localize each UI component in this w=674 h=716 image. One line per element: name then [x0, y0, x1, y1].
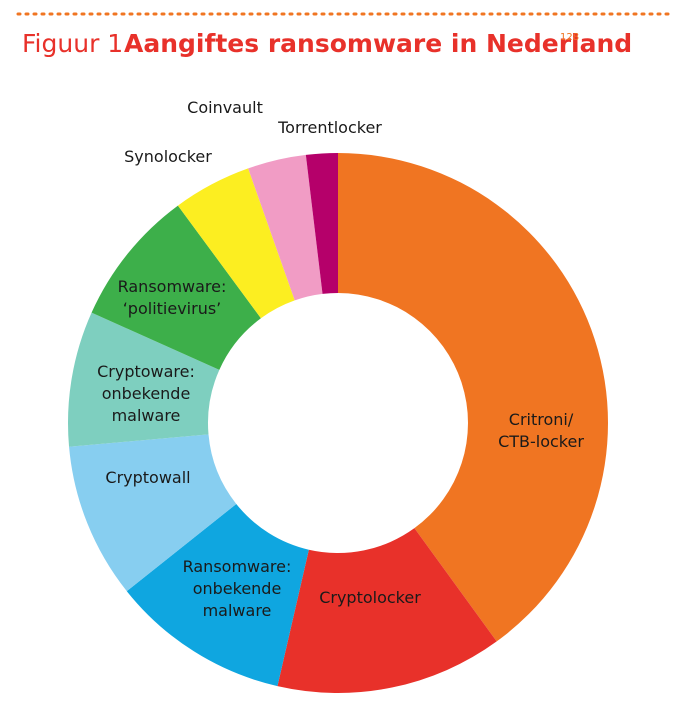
slice-label: Cryptowall — [105, 468, 190, 487]
slice — [277, 528, 497, 693]
slice — [91, 205, 261, 370]
slice — [126, 503, 309, 687]
slice-label: Coinvault — [187, 98, 263, 117]
title-prefix: Figuur 1 — [22, 29, 123, 58]
slice-label: Ransomware: ‘politievirus’ — [118, 277, 227, 318]
slice — [305, 153, 338, 294]
slice — [248, 154, 323, 301]
slice — [68, 312, 220, 447]
slice-label: Cryptolocker — [319, 588, 421, 607]
slice-label: Cryptoware: onbekende malware — [97, 362, 195, 425]
slice — [338, 153, 608, 642]
slice — [69, 434, 237, 592]
title-note: 128 — [560, 32, 579, 43]
chart-title: Aangiftes ransomware in Nederland — [124, 29, 632, 58]
slice — [177, 168, 295, 319]
slice-label: Ransomware: onbekende malware — [183, 557, 292, 620]
slice-label: Synolocker — [124, 147, 212, 166]
slice-label: Torrentlocker — [277, 118, 382, 137]
slice-label: Critroni/CTB-locker — [498, 410, 584, 451]
